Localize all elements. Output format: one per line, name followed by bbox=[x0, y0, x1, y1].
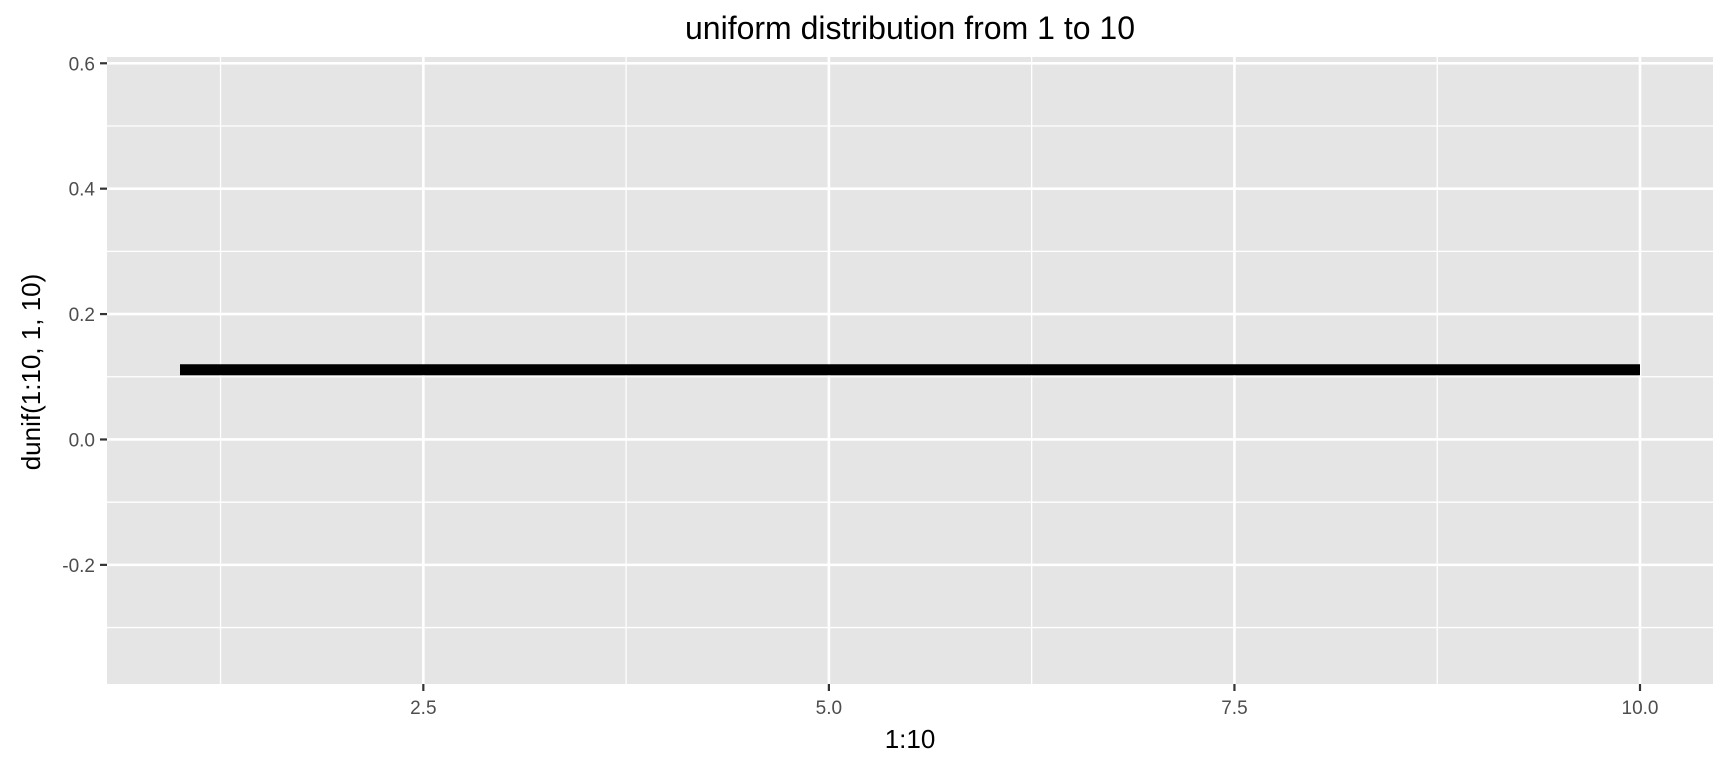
x-tick-label: 7.5 bbox=[1221, 698, 1247, 719]
x-tick-label: 5.0 bbox=[816, 698, 842, 719]
y-tick-label: 0.2 bbox=[69, 305, 95, 326]
x-axis-ticks: 2.5 5.0 7.5 10.0 bbox=[410, 684, 1658, 719]
y-tick-label: 0.0 bbox=[69, 430, 95, 451]
y-tick-label: 0.4 bbox=[69, 180, 96, 201]
y-tick-label: -0.2 bbox=[62, 556, 95, 577]
x-tick-label: 2.5 bbox=[410, 698, 436, 719]
x-axis-title: 1:10 bbox=[885, 724, 936, 754]
chart-title: uniform distribution from 1 to 10 bbox=[685, 10, 1135, 46]
y-tick-label: 0.6 bbox=[69, 54, 95, 75]
y-axis-title: dunif(1:10, 1, 10) bbox=[16, 274, 46, 471]
y-axis-ticks: -0.2 0.0 0.2 0.4 0.6 bbox=[62, 54, 107, 577]
x-tick-label: 10.0 bbox=[1622, 698, 1659, 719]
